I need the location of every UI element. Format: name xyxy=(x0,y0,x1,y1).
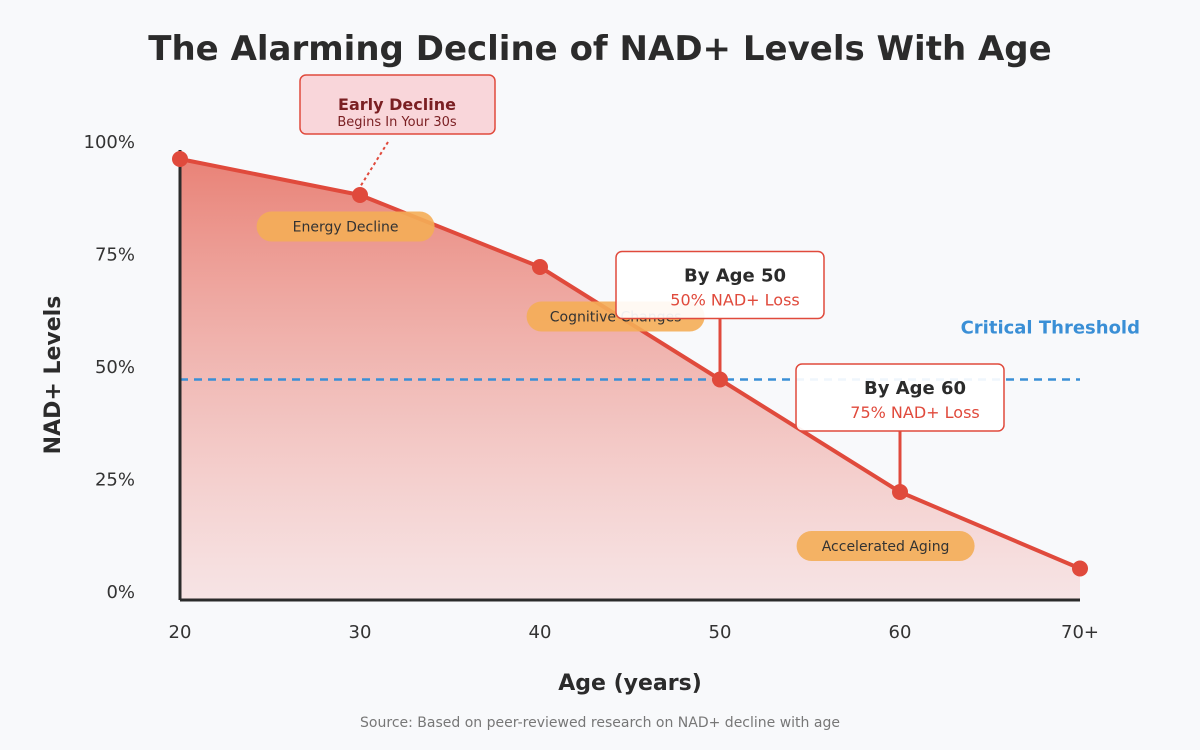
data-point xyxy=(172,151,188,167)
y-tick-label: 75% xyxy=(95,245,135,266)
y-tick-label: 100% xyxy=(84,132,135,153)
x-tick-label: 30 xyxy=(349,622,372,643)
callout-box xyxy=(615,250,825,320)
early-decline-box xyxy=(299,74,496,135)
callout-title: By Age 60 xyxy=(864,378,966,399)
x-tick-label: 60 xyxy=(889,622,912,643)
data-point xyxy=(892,484,908,500)
early-decline-connector xyxy=(359,141,389,188)
points-layer xyxy=(172,151,1088,577)
x-tick-label: 40 xyxy=(529,622,552,643)
callout-title: By Age 50 xyxy=(684,266,786,287)
y-tick-label: 25% xyxy=(95,470,135,491)
x-tick-label: 50 xyxy=(709,622,732,643)
stage-pill xyxy=(256,211,435,242)
data-point xyxy=(352,187,368,203)
early-decline-title: Early Decline xyxy=(338,95,456,114)
axes-layer: 0% 25% 50% 75% 100% 20 30 40 50 60 70+ xyxy=(84,132,1099,643)
y-tick-label: 0% xyxy=(106,582,135,603)
callout-subtitle: 50% NAD+ Loss xyxy=(670,291,799,310)
x-axis-title: Age (years) xyxy=(558,671,702,696)
source-note: Source: Based on peer-reviewed research … xyxy=(360,715,840,731)
stage-label: Accelerated Aging xyxy=(822,539,950,555)
stage-label: Energy Decline xyxy=(293,220,399,236)
data-point xyxy=(712,371,728,388)
y-tick-label: 50% xyxy=(95,357,135,378)
data-point xyxy=(1072,560,1088,577)
stage-pill xyxy=(796,531,975,561)
chart-title: The Alarming Decline of NAD+ Levels With… xyxy=(148,29,1051,69)
early-decline-subtitle: Begins In Your 30s xyxy=(337,115,457,130)
x-tick-label: 20 xyxy=(169,622,192,643)
callout-subtitle: 75% NAD+ Loss xyxy=(850,403,979,422)
threshold-label: Critical Threshold xyxy=(961,318,1140,339)
x-tick-label: 70+ xyxy=(1061,622,1099,643)
data-point xyxy=(532,259,548,275)
y-axis-title: NAD+ Levels xyxy=(41,296,66,455)
callout-box xyxy=(795,363,1005,432)
